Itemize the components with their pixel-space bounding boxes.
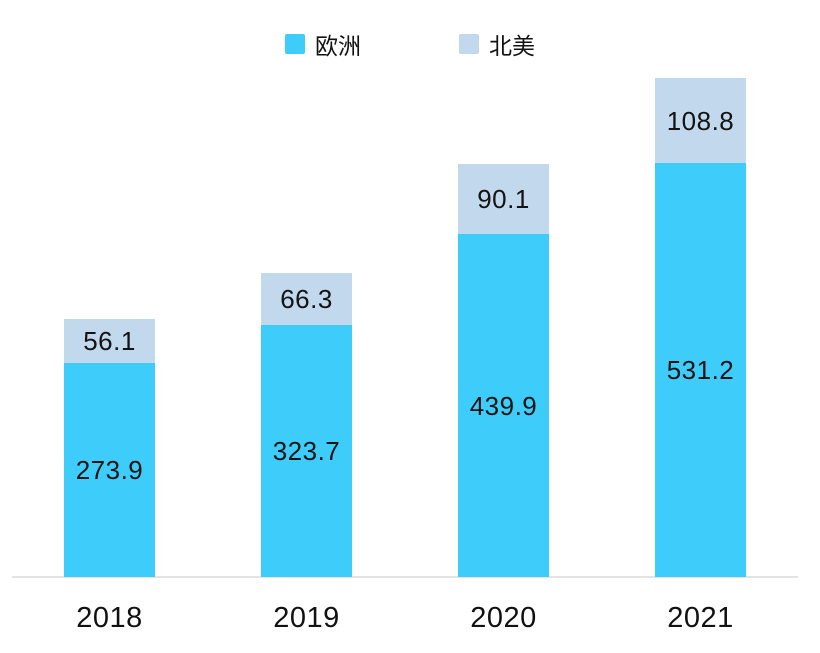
bar-group-2020: 90.1 439.9 [458, 164, 549, 577]
legend-label-europe: 欧洲 [315, 33, 361, 59]
value-label-north-america-2021: 108.8 [666, 105, 735, 136]
bar-group-2018: 56.1 273.9 [64, 319, 155, 577]
value-label-north-america-2020: 90.1 [477, 184, 530, 214]
bar-group-2021: 108.8 531.2 [655, 78, 746, 577]
bar-segment-europe-2021: 531.2 [655, 163, 746, 577]
value-label-europe-2018: 273.9 [75, 455, 144, 485]
x-axis-label-2020: 2020 [470, 602, 537, 634]
value-label-north-america-2019: 66.3 [280, 284, 333, 314]
bar-segment-north-america-2021: 108.8 [655, 78, 746, 163]
bar-segment-north-america-2020: 90.1 [458, 164, 549, 234]
bar-segment-europe-2018: 273.9 [64, 363, 155, 577]
x-axis-label-2018: 2018 [76, 602, 143, 634]
bar-segment-europe-2020: 439.9 [458, 234, 549, 577]
bar-segment-north-america-2018: 56.1 [64, 319, 155, 363]
legend: 欧洲 北美 [0, 27, 820, 61]
bar-segment-north-america-2019: 66.3 [261, 273, 352, 325]
bar-group-2019: 66.3 323.7 [261, 273, 352, 577]
legend-item-north-america: 北美 [459, 27, 535, 61]
legend-label-north-america: 北美 [489, 33, 535, 59]
x-axis-label-2019: 2019 [273, 602, 340, 634]
legend-swatch-europe [285, 34, 305, 54]
value-label-europe-2020: 439.9 [469, 390, 538, 421]
value-label-north-america-2018: 56.1 [83, 326, 136, 356]
legend-swatch-north-america [459, 34, 479, 54]
x-axis-label-2021: 2021 [667, 602, 734, 634]
value-label-europe-2019: 323.7 [272, 436, 341, 466]
x-axis-line [12, 576, 798, 578]
legend-item-europe: 欧洲 [285, 27, 361, 61]
bar-segment-europe-2019: 323.7 [261, 325, 352, 577]
value-label-europe-2021: 531.2 [666, 355, 735, 385]
